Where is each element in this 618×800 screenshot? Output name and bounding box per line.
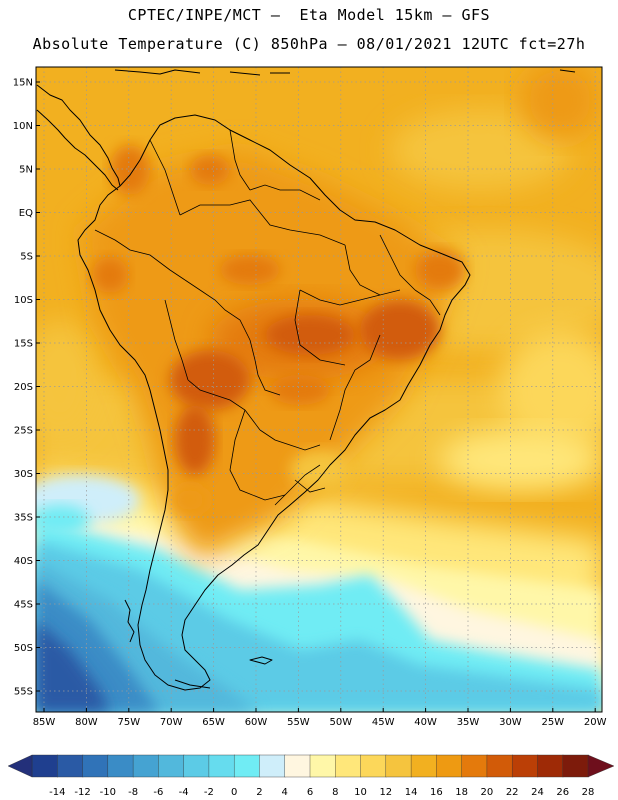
colorbar-labels: -14 -12 -10 -8 -6 -4 -2 0 2 4 6 8 10 12 14 16 18 20 22 24 26… bbox=[49, 787, 594, 798]
lon-label: 60W bbox=[245, 717, 268, 728]
lon-label: 55W bbox=[287, 717, 310, 728]
colorbar-label: 4 bbox=[282, 787, 288, 798]
colorbar-label: -4 bbox=[179, 787, 189, 798]
colorbar-swatch bbox=[436, 754, 463, 778]
colorbar-label: 6 bbox=[307, 787, 313, 798]
colorbar-swatch bbox=[360, 754, 387, 778]
lon-label: 25W bbox=[541, 717, 564, 728]
lat-label: 15N bbox=[13, 78, 33, 89]
colorbar-swatch bbox=[57, 754, 84, 778]
colorbar-label: 8 bbox=[332, 787, 338, 798]
lat-label: 5S bbox=[20, 252, 33, 263]
colorbar-swatch bbox=[259, 754, 286, 778]
colorbar-label: -8 bbox=[128, 787, 138, 798]
lon-label: 45W bbox=[372, 717, 395, 728]
title-line-1: CPTEC/INPE/MCT — Eta Model 15km — GFS bbox=[127, 6, 491, 24]
colorbar-label: 18 bbox=[455, 787, 468, 798]
lat-label: EQ bbox=[19, 208, 33, 219]
colorbar-label: 22 bbox=[506, 787, 519, 798]
lon-label: 65W bbox=[202, 717, 225, 728]
lat-label: 55S bbox=[14, 687, 33, 698]
colorbar-swatch bbox=[309, 754, 336, 778]
map-frame bbox=[35, 66, 603, 713]
colorbar-label: 2 bbox=[256, 787, 262, 798]
latitude-axis: 15N 10N 5N EQ 5S 10S 15S 20S 25S 30S 35S 40S 45S 50S 5… bbox=[13, 78, 40, 698]
colorbar-label: -6 bbox=[153, 787, 163, 798]
lon-label: 80W bbox=[75, 717, 98, 728]
coastlines bbox=[36, 69, 576, 691]
colorbar-label: -14 bbox=[49, 787, 65, 798]
colorbar-swatch bbox=[537, 754, 564, 778]
colorbar-high-arrow bbox=[587, 754, 615, 778]
colorbar-swatch bbox=[486, 754, 513, 778]
colorbar-swatch bbox=[208, 754, 235, 778]
colorbar-swatch bbox=[233, 754, 261, 778]
colorbar-label: -2 bbox=[204, 787, 214, 798]
colorbar-label: 12 bbox=[379, 787, 392, 798]
colorbar-swatch bbox=[562, 754, 589, 778]
colorbar-swatch bbox=[31, 754, 58, 778]
lat-label: 10S bbox=[14, 295, 33, 306]
colorbar-label: 10 bbox=[354, 787, 367, 798]
lon-label: 30W bbox=[499, 717, 522, 728]
colorbar-swatch bbox=[132, 754, 160, 778]
colorbar-label: 26 bbox=[556, 787, 569, 798]
colorbar bbox=[7, 754, 615, 778]
colorbar-label: -10 bbox=[100, 787, 116, 798]
colorbar-swatch bbox=[284, 754, 311, 778]
temperature-field bbox=[36, 67, 602, 712]
colorbar-label: 24 bbox=[531, 787, 544, 798]
colorbar-swatch bbox=[385, 754, 412, 778]
lat-label: 20S bbox=[14, 382, 33, 393]
lat-label: 10N bbox=[13, 121, 33, 132]
lon-label: 20W bbox=[584, 717, 607, 728]
lat-label: 35S bbox=[14, 513, 33, 524]
colorbar-swatch bbox=[461, 754, 488, 778]
colorbar-label: 28 bbox=[582, 787, 595, 798]
colorbar-swatch bbox=[410, 754, 438, 778]
colorbar-swatch bbox=[183, 754, 210, 778]
lon-label: 85W bbox=[33, 717, 56, 728]
lon-label: 75W bbox=[117, 717, 140, 728]
colorbar-swatch bbox=[82, 754, 109, 778]
lat-label: 15S bbox=[14, 339, 33, 350]
country-borders bbox=[94, 129, 441, 506]
longitude-axis: 85W 80W 75W 70W 65W 60W 55W 50W 45W 40W 35W 30W 25W 2… bbox=[33, 708, 607, 728]
lon-label: 50W bbox=[329, 717, 352, 728]
colorbar-label: 16 bbox=[430, 787, 443, 798]
title-line-2: Absolute Temperature (C) 850hPa — 08/01/… bbox=[32, 35, 586, 53]
colorbar-swatch bbox=[158, 754, 185, 778]
lon-label: 35W bbox=[457, 717, 480, 728]
colorbar-label: -12 bbox=[74, 787, 90, 798]
colorbar-label: 20 bbox=[481, 787, 494, 798]
lat-label: 45S bbox=[14, 600, 33, 611]
lat-label: 5N bbox=[19, 165, 33, 176]
colorbar-swatch bbox=[335, 754, 362, 778]
lon-label: 40W bbox=[414, 717, 437, 728]
lat-label: 40S bbox=[14, 556, 33, 567]
lat-label: 30S bbox=[14, 469, 33, 480]
colorbar-label: 0 bbox=[231, 787, 237, 798]
lat-label: 50S bbox=[14, 643, 33, 654]
lon-label: 70W bbox=[160, 717, 183, 728]
colorbar-low-arrow bbox=[7, 754, 33, 778]
lat-label: 25S bbox=[14, 426, 33, 437]
colorbar-swatch bbox=[107, 754, 134, 778]
colorbar-label: 14 bbox=[405, 787, 418, 798]
colorbar-swatch bbox=[511, 754, 539, 778]
